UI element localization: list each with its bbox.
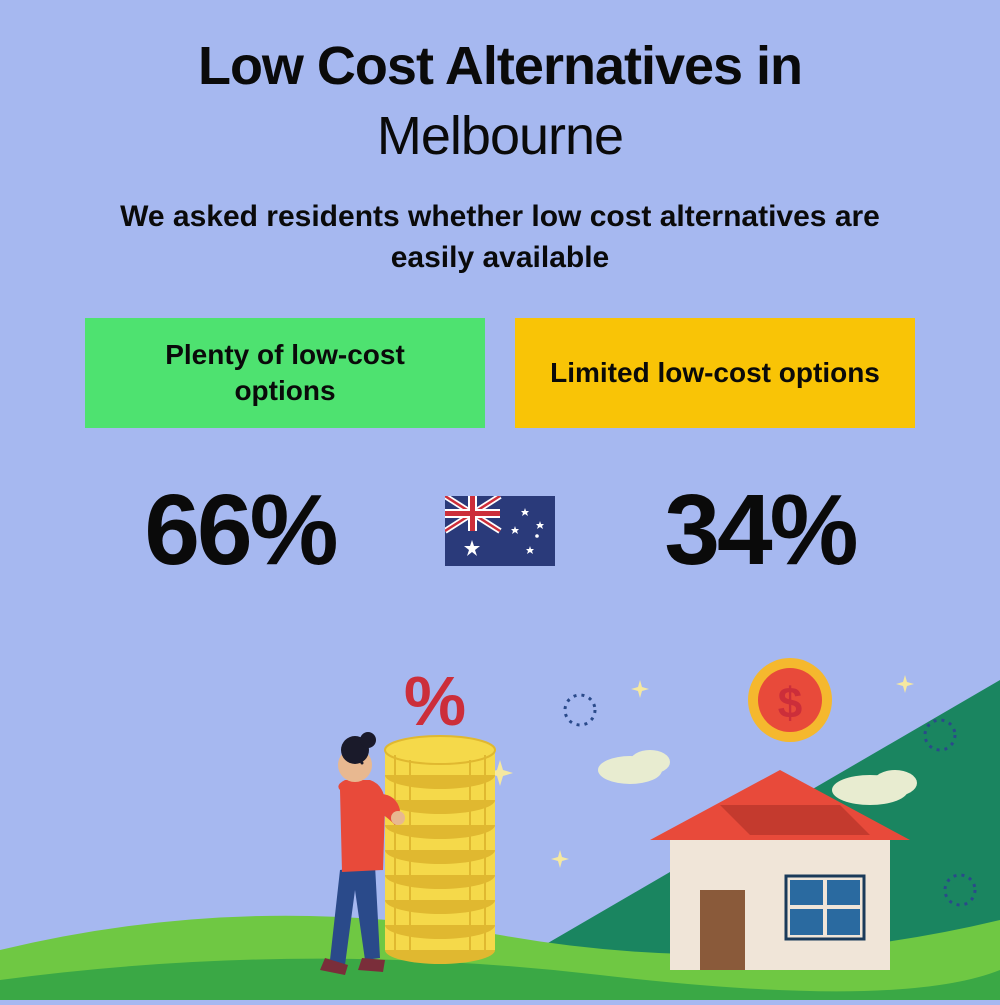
subtitle: We asked residents whether low cost alte… — [0, 197, 1000, 278]
australia-flag-icon — [445, 496, 555, 566]
dollar-coin-icon: $ — [748, 658, 832, 742]
svg-text:$: $ — [778, 679, 802, 728]
coin-stack-icon — [385, 736, 495, 964]
stats-row: 66% — [0, 473, 1000, 588]
limited-percent: 34% — [585, 473, 935, 588]
limited-box: Limited low-cost options — [515, 318, 915, 428]
percent-icon: % — [404, 662, 466, 740]
title-line2: Melbourne — [0, 105, 1000, 167]
stat-boxes: Plenty of low-cost options Limited low-c… — [0, 318, 1000, 428]
decorative-illustration: $ — [0, 640, 1000, 1000]
title-line1: Low Cost Alternatives in — [0, 0, 1000, 97]
plenty-percent: 66% — [65, 473, 415, 588]
svg-text:%: % — [404, 662, 466, 740]
plenty-box: Plenty of low-cost options — [85, 318, 485, 428]
